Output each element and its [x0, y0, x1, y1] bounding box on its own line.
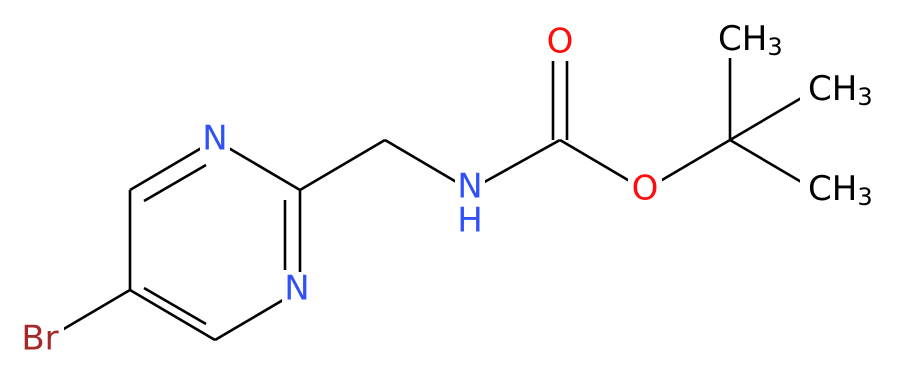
methyl: CH — [808, 169, 857, 209]
methyl: CH — [718, 19, 767, 59]
atom-label: H — [457, 201, 483, 241]
bond — [143, 286, 207, 326]
atom-label: N — [202, 119, 227, 159]
atom-labels: Br N N N H O O CH3 CH3 CH3 — [18, 19, 890, 360]
atom-label: N — [457, 167, 482, 207]
methyl: CH — [808, 69, 857, 109]
atom-label: O — [632, 169, 659, 209]
atom-label: N — [284, 269, 309, 309]
atom-label: Br — [21, 319, 58, 359]
bond — [143, 163, 207, 203]
atom-label: O — [547, 22, 574, 62]
bond — [299, 138, 386, 192]
subscript: 3 — [857, 183, 872, 211]
label-bg — [282, 272, 312, 308]
subscript: 3 — [857, 83, 872, 111]
label-bg — [800, 70, 890, 108]
label-bg — [712, 20, 802, 58]
subscript: 3 — [767, 33, 782, 61]
bond — [61, 288, 131, 332]
label-bg — [628, 172, 662, 208]
label-bg — [455, 170, 485, 238]
label-bg — [543, 25, 577, 61]
bond — [129, 288, 216, 342]
atom-label: CH3 — [808, 69, 873, 112]
label-bg — [18, 320, 64, 360]
label-bg — [200, 122, 230, 158]
atom-label: CH3 — [718, 19, 783, 62]
label-bg — [800, 170, 890, 208]
bonds — [61, 45, 816, 342]
atom-label: CH3 — [808, 169, 873, 212]
